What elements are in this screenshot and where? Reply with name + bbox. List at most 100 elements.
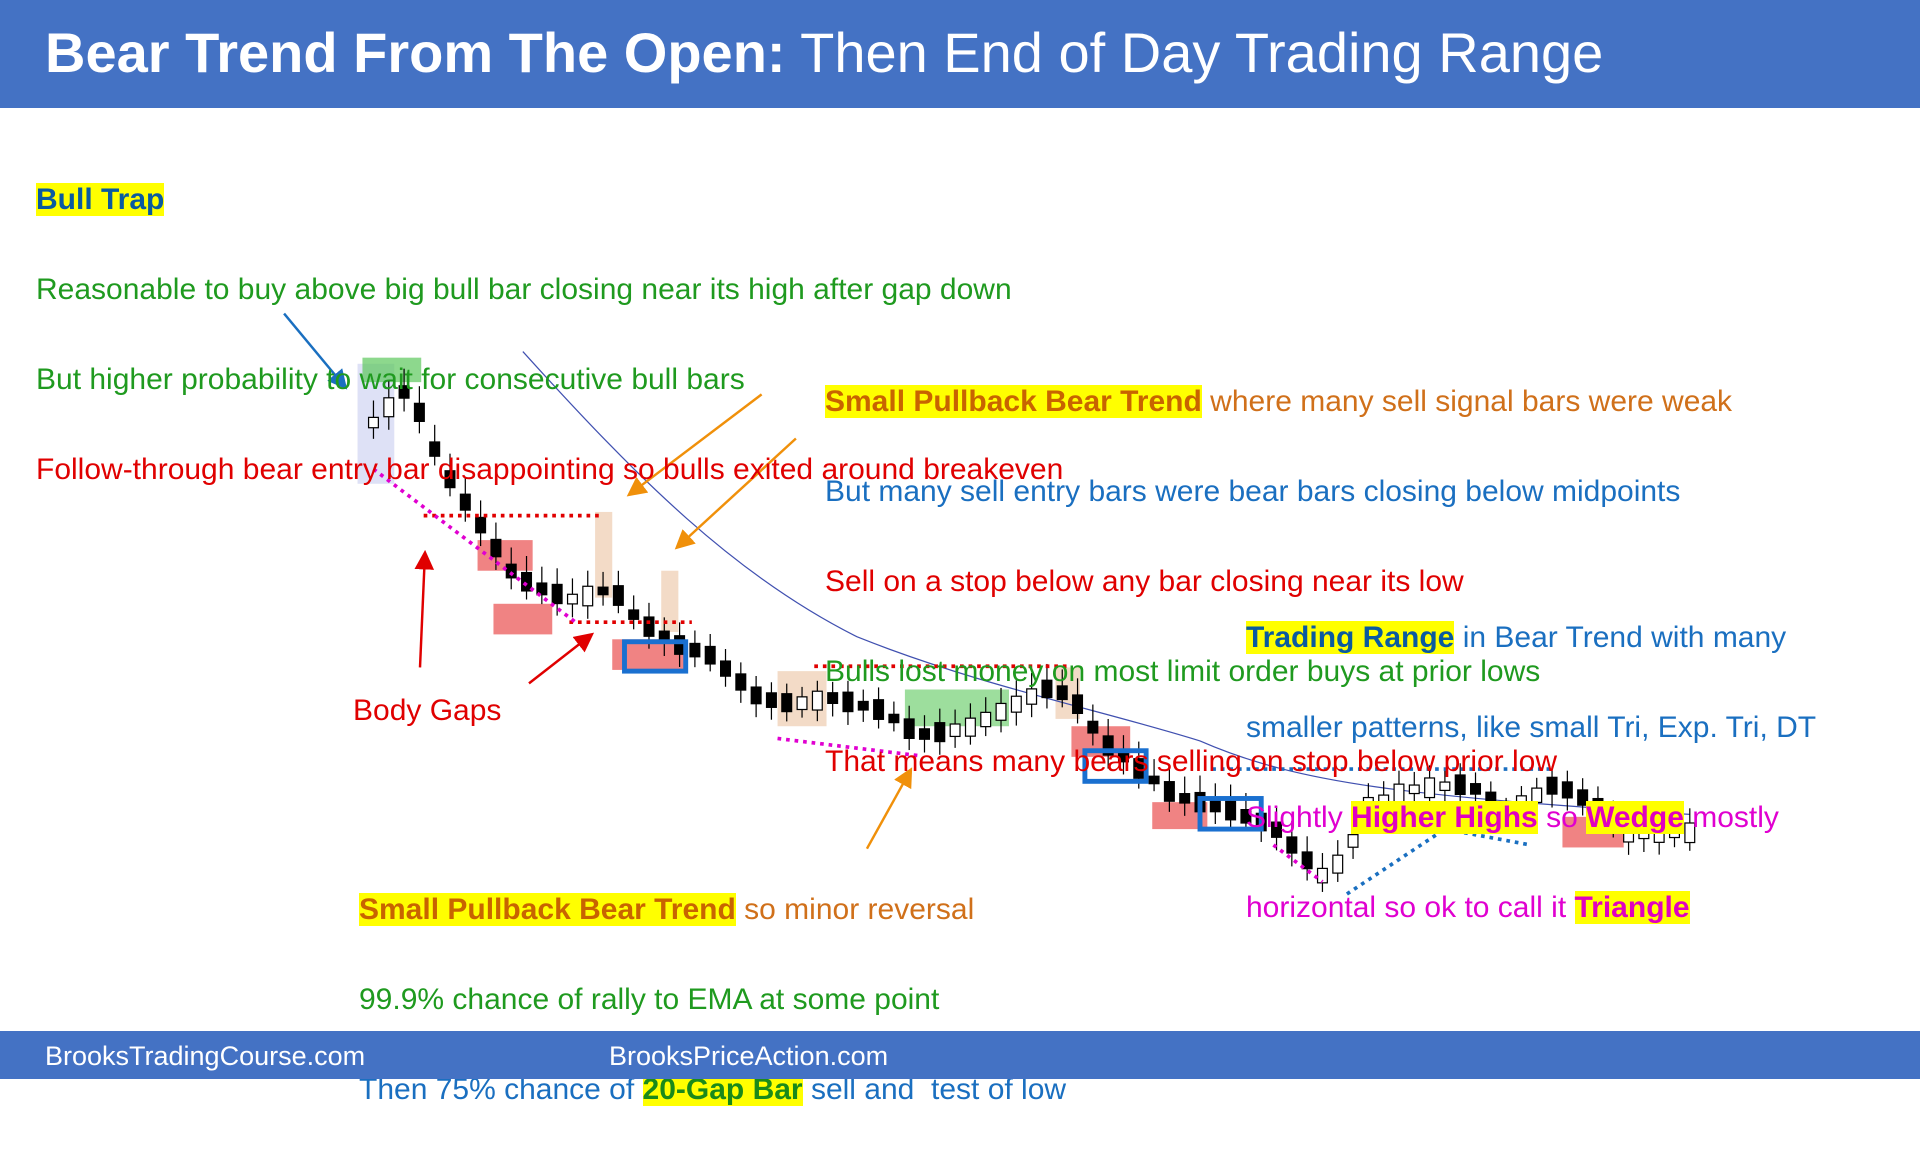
candle-body (1026, 688, 1038, 705)
header: Bear Trend From The Open: Then End of Da… (0, 0, 1920, 108)
title-bold: Bear Trend From The Open: (45, 21, 786, 84)
candle-body (934, 722, 946, 743)
candle-body (704, 645, 716, 665)
candle-body (643, 616, 655, 637)
note-text: so minor reversal (735, 893, 975, 926)
candle-body (995, 702, 1007, 721)
candle-body (1271, 821, 1283, 838)
candle-body (521, 571, 533, 592)
candle-body (1408, 784, 1420, 795)
candle-body (1087, 720, 1099, 734)
note-line: Sell on a stop below any bar closing nea… (825, 565, 1464, 598)
candle-body (1577, 789, 1589, 806)
note-line: That means many bears selling on stop be… (825, 745, 1558, 778)
candle-body (1240, 809, 1252, 824)
candle-body (1347, 834, 1359, 848)
candle-body (857, 700, 869, 711)
footer-link: BrooksPriceAction.com (609, 1041, 889, 1071)
candle-body (1056, 685, 1068, 701)
candle-body (367, 416, 379, 429)
candle-body (1546, 776, 1558, 795)
trend-lines (372, 467, 1556, 896)
candle-body (903, 718, 915, 740)
note-text: mostly (1683, 801, 1779, 834)
candle-body (536, 582, 548, 596)
candle-body (689, 642, 701, 658)
candle-body (765, 692, 777, 708)
candle-body (750, 686, 762, 705)
candle-body (735, 673, 747, 691)
candle-body (980, 711, 992, 728)
heading: Trading Range (1246, 621, 1455, 654)
candle-body (796, 696, 808, 711)
highlights (357, 357, 1624, 848)
candle-body (1301, 851, 1313, 870)
candle-body (398, 385, 410, 399)
candle-body (566, 593, 578, 605)
note-text: in Bear Trend with many (1454, 621, 1787, 654)
candle-body (444, 470, 456, 489)
note-line: Follow-through bear entry bar disappoint… (36, 453, 1064, 486)
candle-body (1041, 679, 1053, 699)
candle-body (383, 397, 395, 418)
candle-body (1225, 800, 1237, 821)
candle-body (582, 585, 594, 607)
candle-body (1163, 781, 1175, 802)
note-line: Bulls lost money on most limit order buy… (825, 655, 1541, 688)
candle-body (781, 693, 793, 713)
keyword: Triangle (1574, 891, 1690, 924)
minor-reversal-note: Small Pullback Bear Trend so minor rever… (359, 842, 1066, 1157)
candle-body (842, 691, 854, 713)
candle-body (1148, 775, 1160, 785)
title-rest: Then End of Day Trading Range (785, 21, 1604, 84)
keyword: Higher Highs (1351, 801, 1538, 834)
candle-body (505, 563, 517, 579)
candle-body (1470, 783, 1482, 795)
note-line: Reasonable to buy above big bull bar clo… (36, 273, 1012, 306)
candle-body (918, 728, 930, 740)
candle-body (827, 692, 839, 705)
candle-body (1424, 777, 1436, 799)
title: Bear Trend From The Open: Then End of Da… (45, 20, 1603, 85)
candle-body (490, 538, 502, 558)
candle-body (597, 586, 609, 596)
candle-body (888, 713, 900, 724)
note-text: horizontal so ok to call it (1246, 891, 1575, 924)
small-pullback-note: Small Pullback Bear Trend where many sel… (825, 334, 1732, 829)
candle-body (1316, 867, 1328, 884)
heading: Small Pullback Bear Trend (359, 893, 736, 926)
candle-body (964, 717, 976, 737)
note-text: where many sell signal bars were weak (1201, 385, 1733, 418)
note-line: But higher probability to wait for conse… (36, 363, 745, 396)
footer: BrooksTradingCourse.com BrooksPriceActio… (0, 1031, 1920, 1079)
heading: Small Pullback Bear Trend (825, 385, 1202, 418)
slide: Bear Trend From The Open: Then End of Da… (0, 0, 1920, 1106)
candle-body (413, 402, 425, 422)
keyword: Wedge (1586, 801, 1684, 834)
footer-link: BrooksTradingCourse.com (45, 1041, 366, 1071)
candle-body (1439, 781, 1451, 792)
candle-body (674, 635, 686, 655)
candle-body (720, 660, 732, 677)
candle-body (429, 441, 441, 457)
candle-body (1332, 854, 1344, 874)
note-text: Slightly (1246, 801, 1352, 834)
candle-body (1072, 694, 1084, 715)
note-line: 99.9% chance of rally to EMA at some poi… (359, 983, 940, 1016)
body-gaps-label: Body Gaps (353, 694, 502, 727)
candle-body (1561, 781, 1573, 799)
candle-body (475, 516, 487, 534)
candle-body (628, 609, 640, 620)
note-text: so (1537, 801, 1587, 834)
note-line: But many sell entry bars were bear bars … (825, 475, 1681, 508)
candle-body (873, 699, 885, 720)
candle-body (1102, 735, 1114, 756)
entry-boxes (622, 639, 1264, 832)
candle-body (811, 690, 823, 711)
bull-trap-note: Bull Trap Reasonable to buy above big bu… (36, 132, 1063, 537)
note-line: smaller patterns, like small Tri, Exp. T… (1246, 711, 1817, 744)
heading: Bull Trap (36, 183, 165, 216)
candle-body (551, 583, 563, 605)
arrows (283, 312, 913, 850)
candle-body (1010, 695, 1022, 713)
